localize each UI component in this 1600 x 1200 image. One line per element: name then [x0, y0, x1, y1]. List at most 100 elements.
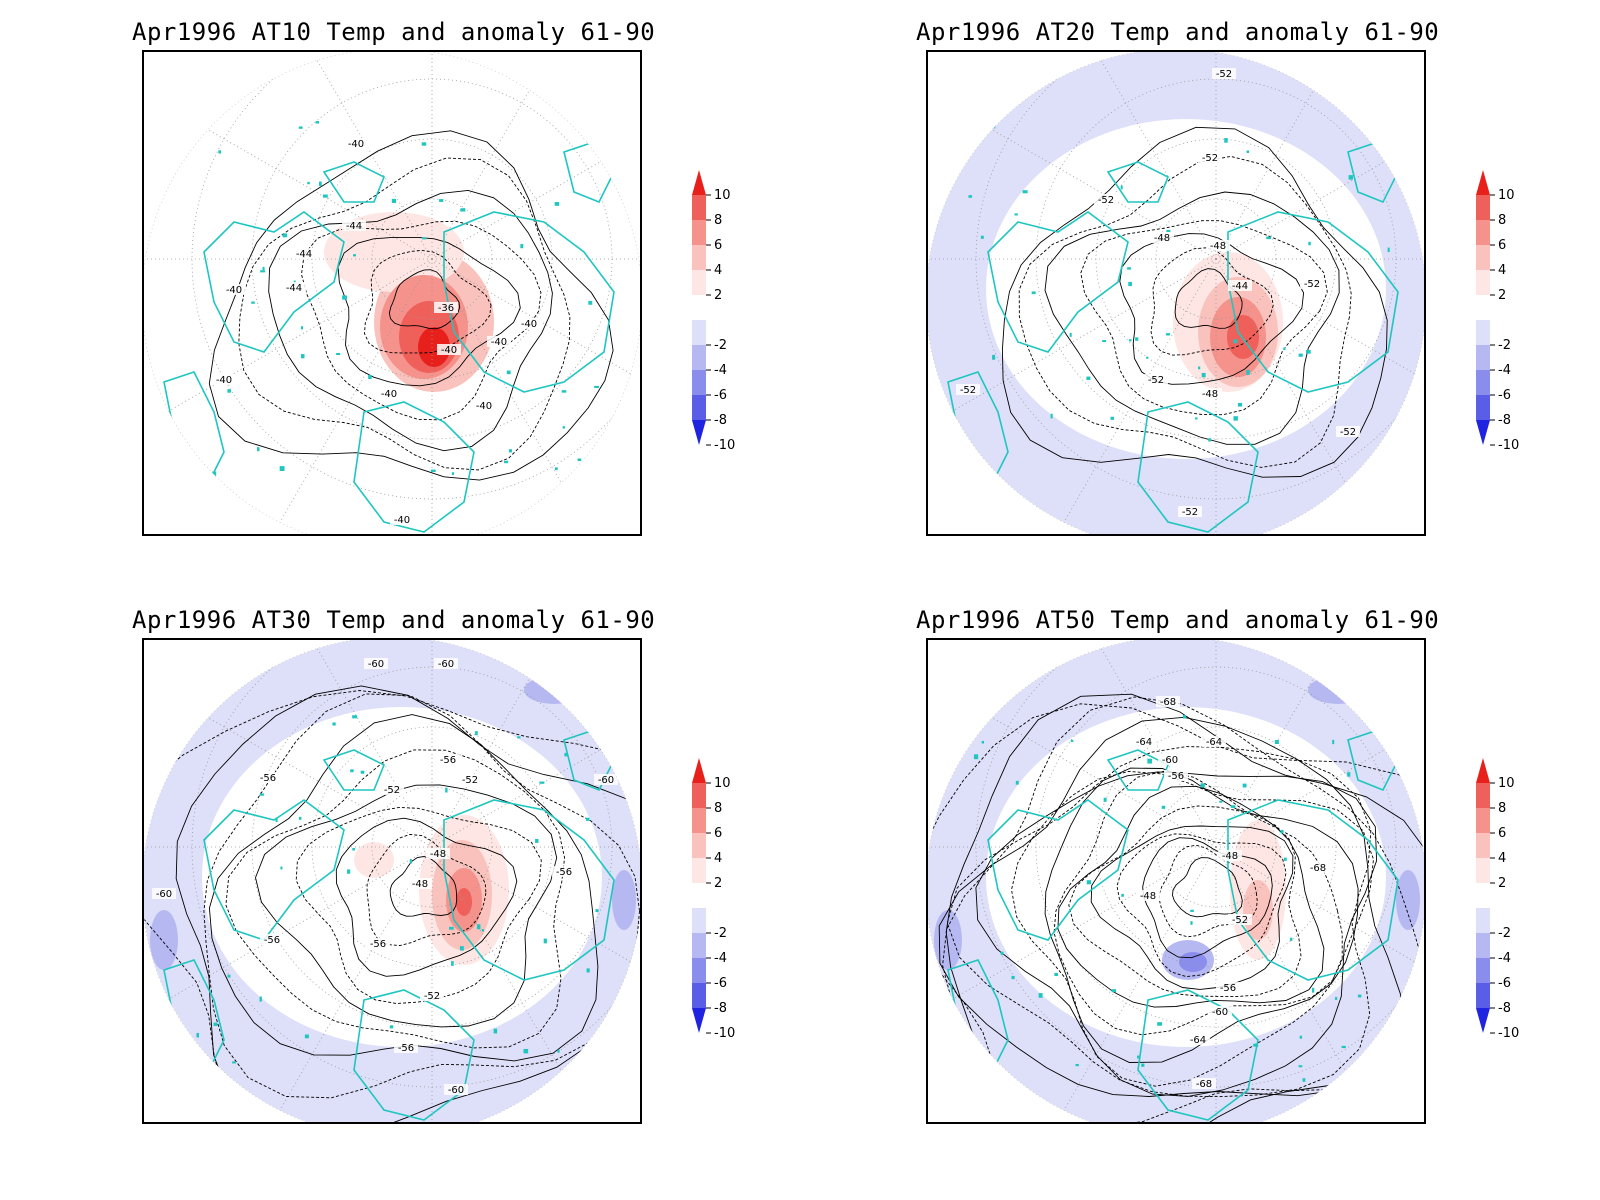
- colorbar-tick-label: 8: [714, 801, 722, 816]
- colorbar-tick-label: 2: [714, 288, 722, 303]
- colorbar-tick-label: 10: [714, 776, 731, 791]
- island: [445, 787, 448, 793]
- contour-label: -40: [521, 319, 537, 330]
- contour-label-bg: [1198, 152, 1222, 163]
- island: [1230, 805, 1236, 808]
- meridian-line: [1035, 52, 1217, 260]
- map-canvas: -68 -64 -64 -60 -56 -48 -48 -52 -56 -60 -64 -68 -68: [928, 640, 1424, 1122]
- island: [213, 1022, 218, 1026]
- island: [1266, 236, 1272, 240]
- isotherm-contour: [1044, 191, 1340, 445]
- island: [517, 736, 521, 739]
- island: [554, 467, 558, 471]
- contour-label: -64: [1190, 1035, 1206, 1046]
- isotherm-contour: [225, 749, 566, 1049]
- isotherm-contour: [144, 690, 640, 1122]
- contour-label: -44: [286, 283, 302, 294]
- contour-label: -56: [264, 935, 280, 946]
- colorbar-tick-label: 10: [1498, 188, 1515, 203]
- island: [262, 266, 265, 271]
- island: [279, 466, 285, 471]
- meridian-line: [431, 846, 640, 1028]
- colorbar-swatch: [692, 783, 706, 808]
- island: [1298, 1065, 1303, 1068]
- colorbar-swatch: [1476, 883, 1490, 908]
- isotherm-contour: [1080, 220, 1328, 416]
- contour-label-bg: [458, 774, 482, 785]
- island: [315, 121, 320, 124]
- coastline: [1137, 401, 1259, 533]
- isotherm-contour: [335, 817, 518, 977]
- island: [1128, 339, 1132, 342]
- contour-label: -52: [384, 785, 400, 796]
- map-content: -60 -60-56-56-52-52-48-48-56-60-56 -56-52-…: [144, 640, 640, 1122]
- anomaly-region: [1243, 880, 1273, 940]
- panel-at30: Apr1996 AT30 Temp and anomaly 61-90 -60 -…: [132, 606, 655, 1166]
- island: [1387, 247, 1390, 253]
- island: [554, 202, 560, 206]
- island: [227, 974, 231, 978]
- colorbar-swatch: [692, 295, 706, 320]
- island: [1246, 369, 1250, 375]
- meridian-line: [1215, 640, 1397, 848]
- contour-label-bg: [1336, 426, 1360, 437]
- island: [232, 1061, 236, 1064]
- island: [1086, 880, 1092, 885]
- anomaly-blob: [524, 676, 584, 704]
- colorbar-tick-label: 2: [1498, 876, 1506, 891]
- meridian-line: [1035, 640, 1217, 848]
- colorbar-swatch: [1476, 370, 1490, 395]
- island: [332, 722, 336, 726]
- island: [353, 254, 357, 257]
- island: [577, 458, 582, 462]
- polar-map: -68 -64 -64 -60 -56 -48 -48 -52 -56 -60 -64 -68 -68: [926, 638, 1426, 1124]
- colorbar-swatch: [692, 883, 706, 908]
- colorbar-tick-label: -10: [714, 438, 735, 453]
- contour-label: -40: [441, 345, 457, 356]
- isotherm-contour: [1119, 233, 1305, 385]
- contour-label: -40: [394, 515, 410, 526]
- contour-label-bg: [366, 938, 390, 949]
- contour-label: -36: [438, 303, 454, 314]
- colorbar-at30: 10 8 6 4 2 -2 -4 -6 -8 -10: [684, 758, 774, 1058]
- colorbar-arrow-top: [1476, 758, 1490, 783]
- isotherm-contour: [295, 806, 542, 1004]
- colorbar-arrow-top: [692, 170, 706, 195]
- island: [1038, 993, 1043, 998]
- contour-label-bg: [342, 220, 366, 231]
- contour-label-bg: [1218, 850, 1242, 861]
- contour-label: -52: [1202, 153, 1218, 164]
- island: [439, 199, 444, 202]
- polar-map: -60 -60 -56 -56 -52 -52 -48 -48 -56 -60 -56 -56 -52-…: [142, 638, 642, 1124]
- island: [1242, 783, 1247, 788]
- coastline: [353, 401, 475, 533]
- island: [1198, 366, 1201, 370]
- isotherm-contour: [255, 784, 558, 1028]
- island: [543, 938, 547, 944]
- contour-label-bg: [1150, 232, 1174, 243]
- island: [1011, 975, 1015, 980]
- colorbar-swatch: [1476, 295, 1490, 320]
- colorbar-swatch: [692, 345, 706, 370]
- isotherm-contour: [208, 714, 599, 1062]
- contour-label-bg: [1132, 736, 1156, 747]
- anomaly-region: [354, 842, 394, 878]
- contour-label-bg: [260, 934, 284, 945]
- contour-label: -48: [412, 879, 428, 890]
- isotherm-contour: [1150, 247, 1274, 356]
- isotherm-contour: [389, 856, 458, 917]
- colorbar-at10: 10 8 6 4 2 -2 -4 -6 -8 -10: [684, 170, 774, 470]
- island: [564, 752, 568, 757]
- map-content: -68 -64 -64 -60 -56 -48 -48 -52 -56 -60 -64 -68 -68: [928, 640, 1424, 1122]
- colorbar-tick-label: -10: [1498, 1026, 1519, 1041]
- colorbar-swatch: [1476, 245, 1490, 270]
- island: [595, 909, 599, 913]
- island: [1361, 466, 1367, 470]
- coastline: [987, 799, 1129, 941]
- colorbar-tick-label: -8: [714, 1001, 727, 1016]
- coastline: [322, 161, 386, 203]
- coastline: [1106, 749, 1170, 791]
- meridian-line: [1035, 258, 1217, 534]
- island: [1165, 333, 1171, 336]
- contour-label-bg: [1136, 890, 1160, 901]
